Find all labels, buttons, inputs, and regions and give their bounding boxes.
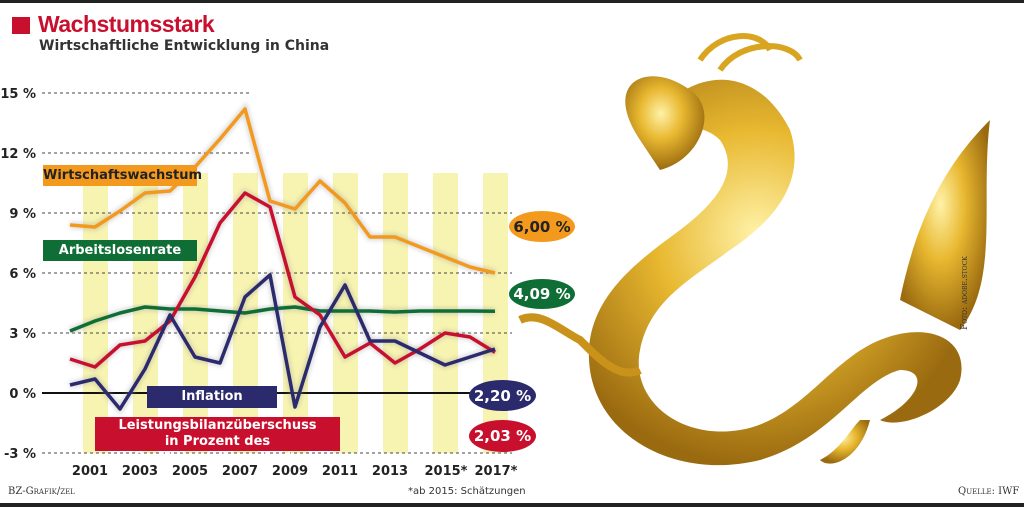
series-line-3 bbox=[69, 273, 496, 411]
photo-credit: Foto: adobe.stock bbox=[960, 256, 970, 330]
series-line-1 bbox=[69, 305, 496, 333]
y-tick-label: -3 % bbox=[4, 447, 36, 462]
dragon-photo bbox=[518, 33, 990, 466]
bottom-rule bbox=[0, 503, 1024, 507]
series-line-0 bbox=[69, 107, 496, 275]
end-value-wirtschaftswachstum: 6,00 % bbox=[509, 211, 575, 242]
year-band bbox=[83, 173, 108, 453]
legend-leistungsbilanz: Leistungsbilanzüberschuss in Prozent des… bbox=[95, 417, 340, 465]
x-tick-label: 2013 bbox=[372, 464, 408, 479]
graphic-credit: BZ-Grafik/zel bbox=[8, 486, 75, 497]
y-tick-label: 6 % bbox=[9, 267, 36, 282]
title-marker bbox=[12, 17, 30, 34]
x-tick-label: 2015* bbox=[425, 464, 468, 479]
legend-inflation: Inflation bbox=[147, 386, 277, 408]
legend-wirtschaftswachstum: Wirtschaftswachstum bbox=[43, 165, 202, 186]
x-tick-label: 2003 bbox=[122, 464, 158, 479]
top-rule bbox=[0, 0, 1024, 3]
legend-leistungsbilanz-line2: in Prozent des Bruttoinlandsprodukts bbox=[134, 434, 301, 465]
x-tick-label: 2011 bbox=[322, 464, 358, 479]
y-tick-label: 12 % bbox=[0, 147, 36, 162]
end-value-inflation: 2,20 % bbox=[469, 380, 536, 411]
x-tick-label: 2007 bbox=[222, 464, 258, 479]
x-tick-label: 2009 bbox=[272, 464, 308, 479]
series-line-2 bbox=[69, 191, 496, 369]
year-band bbox=[283, 173, 308, 453]
end-value-arbeitslosenrate: 4,09 % bbox=[509, 279, 575, 309]
legend-arbeitslosenrate: Arbeitslosenrate bbox=[43, 240, 197, 261]
x-tick-label: 2017* bbox=[475, 464, 518, 479]
x-tick-label: 2005 bbox=[172, 464, 208, 479]
end-value-leistungsbilanz: 2,03 % bbox=[469, 420, 536, 452]
y-tick-label: 0 % bbox=[9, 387, 36, 402]
page-title: Wachstumsstark bbox=[38, 11, 215, 37]
year-band bbox=[133, 173, 158, 453]
source: Quelle: IWF bbox=[958, 486, 1020, 497]
legend-leistungsbilanz-line1: Leistungsbilanzüberschuss bbox=[118, 418, 317, 433]
x-tick-label: 2001 bbox=[72, 464, 108, 479]
page-subtitle: Wirtschaftliche Entwicklung in China bbox=[39, 38, 330, 54]
y-tick-label: 9 % bbox=[9, 207, 36, 222]
estimate-note: *ab 2015: Schätzungen bbox=[408, 486, 526, 497]
y-tick-label: 3 % bbox=[9, 327, 36, 342]
y-tick-label: 15 % bbox=[0, 87, 36, 102]
